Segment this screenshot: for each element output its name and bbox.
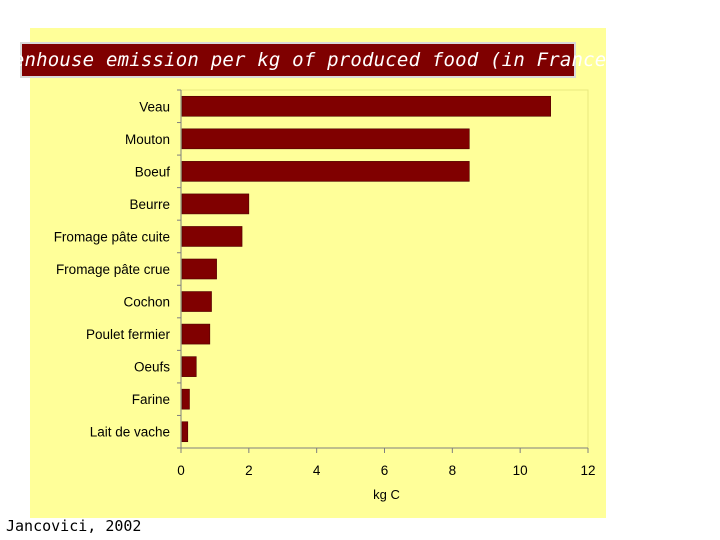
- bar: [181, 323, 211, 345]
- labels-group: Veau Mouton Boeuf Beurre Fromage pâte cuite F…: [54, 99, 596, 502]
- bar: [181, 356, 197, 377]
- x-axis-label: kg C: [373, 487, 400, 502]
- x-tick-label: 4: [313, 463, 321, 478]
- bar: [181, 258, 217, 280]
- category-label: Veau: [139, 99, 170, 114]
- category-label: Lait de vache: [90, 425, 170, 440]
- category-label: Fromage pâte cuite: [54, 229, 170, 244]
- bar: [181, 193, 250, 215]
- category-label: Cochon: [123, 295, 170, 310]
- source-credit: Jancovici, 2002: [6, 517, 142, 535]
- bar: [181, 226, 243, 247]
- axes-group: [177, 89, 589, 453]
- bar: [181, 161, 470, 182]
- category-label: Beurre: [129, 197, 170, 212]
- x-tick-label: 8: [449, 463, 457, 478]
- category-label: Farine: [132, 392, 170, 407]
- category-label: Poulet fermier: [86, 327, 171, 342]
- bar: [181, 128, 470, 150]
- category-label: Fromage pâte crue: [56, 262, 170, 277]
- bar: [181, 291, 212, 312]
- chart-title: Greenhouse emission per kg of produced f…: [0, 42, 618, 78]
- x-tick-label: 0: [177, 463, 185, 478]
- x-tick-label: 2: [245, 463, 253, 478]
- bar: [181, 421, 189, 443]
- x-tick-label: 6: [381, 463, 389, 478]
- category-label: Oeufs: [134, 360, 170, 375]
- x-tick-label: 12: [580, 463, 595, 478]
- category-label: Boeuf: [135, 164, 171, 179]
- x-tick-label: 10: [513, 463, 528, 478]
- bar: [181, 95, 551, 117]
- bars-group: [181, 95, 551, 443]
- category-label: Mouton: [125, 132, 170, 147]
- bar: [181, 388, 190, 410]
